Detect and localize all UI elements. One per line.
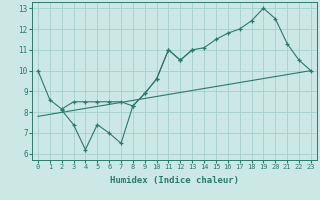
X-axis label: Humidex (Indice chaleur): Humidex (Indice chaleur) <box>110 176 239 185</box>
